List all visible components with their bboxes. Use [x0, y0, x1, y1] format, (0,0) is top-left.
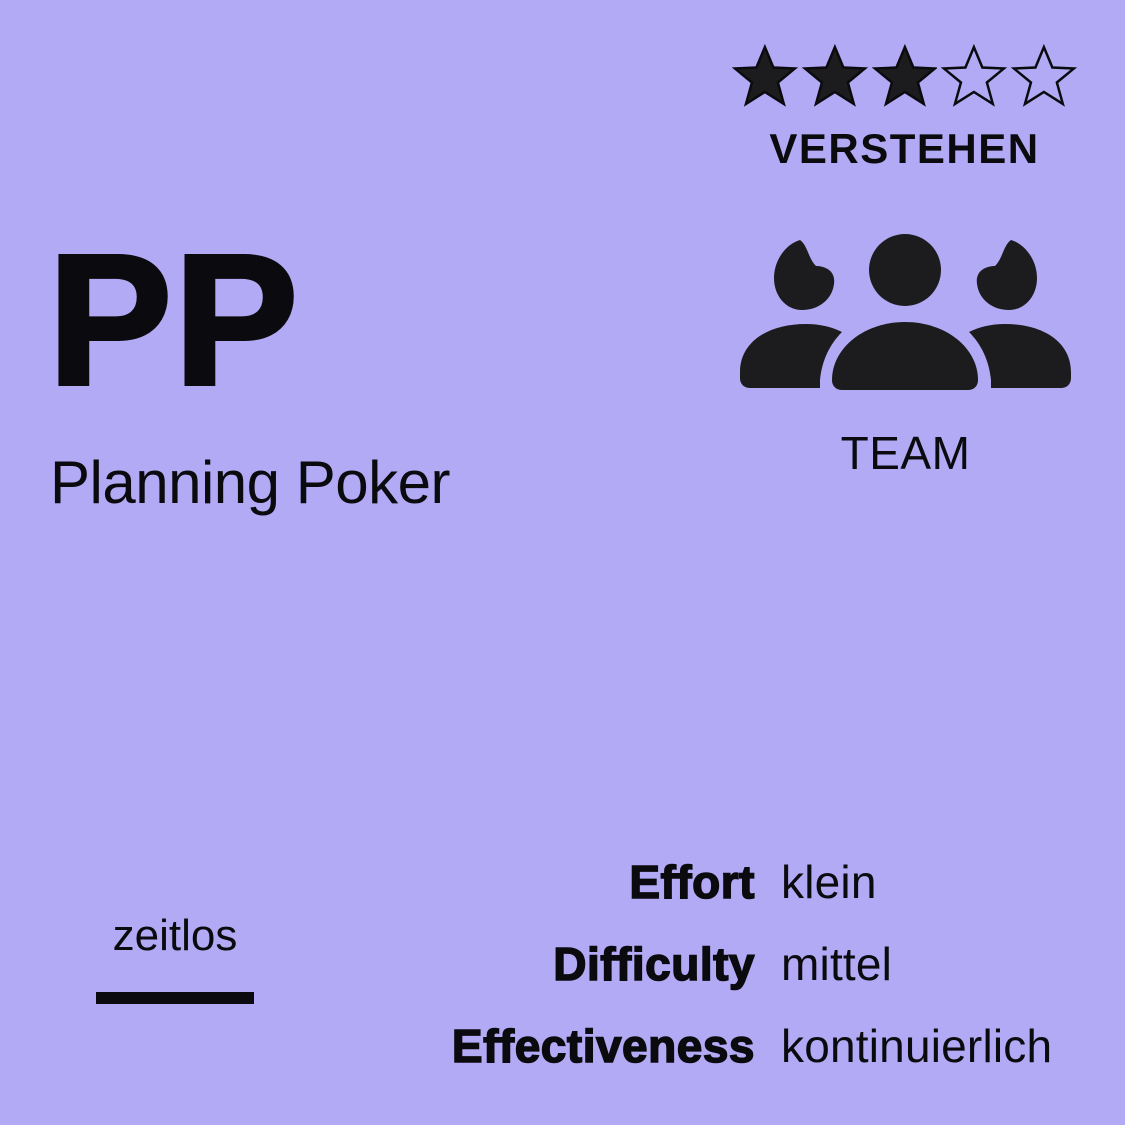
team-icon — [740, 234, 1071, 390]
star-filled-icon — [732, 44, 798, 107]
rating-label: VERSTEHEN — [769, 125, 1040, 172]
attribute-value: kontinuierlich — [781, 1020, 1053, 1072]
attributes-list: Effort klein Difficulty mittel Effective… — [417, 855, 1077, 1101]
attribute-row-difficulty: Difficulty mittel — [417, 937, 1077, 1019]
star-rating — [732, 44, 1077, 118]
timing-label: zeitlos — [112, 911, 238, 960]
method-abbreviation: PP — [46, 217, 301, 424]
attribute-value: klein — [781, 856, 877, 908]
timing-block: zeitlos — [96, 910, 254, 1004]
star-filled-icon — [871, 44, 938, 107]
audience-block: TEAM — [738, 232, 1073, 480]
attribute-row-effectiveness: Effectiveness kontinuierlich — [417, 1019, 1077, 1101]
audience-label: TEAM — [840, 427, 971, 479]
attribute-key: Effectiveness — [451, 1019, 755, 1073]
attribute-value: mittel — [781, 938, 893, 990]
star-empty-icon — [941, 44, 1008, 107]
attribute-key: Difficulty — [552, 937, 755, 991]
attribute-key: Effort — [629, 855, 756, 909]
timing-underline — [96, 992, 254, 1004]
star-empty-icon — [1011, 44, 1077, 107]
star-filled-icon — [801, 44, 868, 107]
rating-block: VERSTEHEN — [732, 44, 1077, 174]
method-name: Planning Poker — [50, 449, 450, 516]
attribute-row-effort: Effort klein — [417, 855, 1077, 937]
